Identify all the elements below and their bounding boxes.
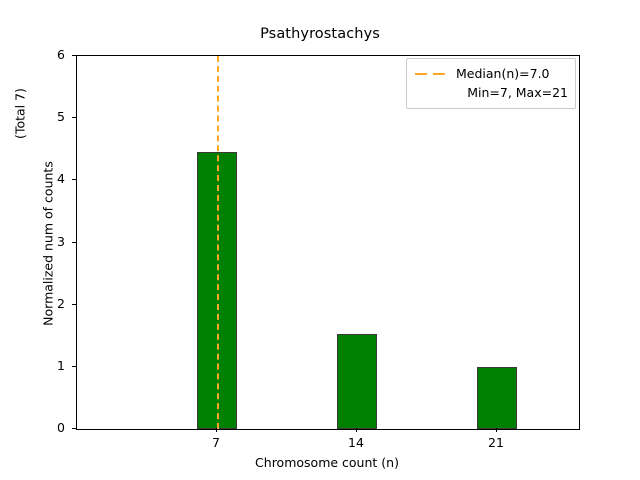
plot-area xyxy=(76,55,580,430)
y-tick-label: 0 xyxy=(57,420,65,435)
x-tick-mark xyxy=(356,428,357,432)
x-tick-label: 14 xyxy=(348,435,364,450)
y-tick-label: 5 xyxy=(57,109,65,125)
y-tick-label: 6 xyxy=(57,47,65,62)
x-tick-label: 21 xyxy=(488,435,504,450)
x-tick-mark xyxy=(216,428,217,432)
y-tick-label: 3 xyxy=(57,233,65,249)
plot-inner xyxy=(77,56,579,429)
legend-entry-minmax: Min=7, Max=21 xyxy=(414,83,568,102)
x-axis-label: Chromosome count (n) xyxy=(255,455,399,470)
y-tick-mark xyxy=(72,117,76,119)
legend-label-minmax: Min=7, Max=21 xyxy=(467,85,568,100)
y-tick-label: 2 xyxy=(57,295,65,311)
legend-label-median: Median(n)=7.0 xyxy=(456,66,550,81)
median-line xyxy=(217,56,219,429)
y-tick-mark xyxy=(72,55,76,56)
x-tick-label: 7 xyxy=(212,435,220,450)
bar-7 xyxy=(197,151,237,429)
y-tick-label: 4 xyxy=(57,171,65,187)
x-tick-mark xyxy=(496,428,497,432)
y-tick-mark xyxy=(72,241,76,243)
dashed-line-icon xyxy=(414,68,450,80)
bar-21 xyxy=(477,366,517,429)
legend-entry-median: Median(n)=7.0 xyxy=(414,64,568,83)
y-tick-label: 1 xyxy=(57,357,65,373)
y-tick-mark xyxy=(72,303,76,305)
y-tick-mark xyxy=(72,428,76,429)
bar-14 xyxy=(337,333,377,429)
legend: Median(n)=7.0 Min=7, Max=21 xyxy=(406,58,576,109)
chart-title: Psathyrostachys xyxy=(260,26,380,42)
y-tick-mark xyxy=(72,365,76,367)
y-tick-mark xyxy=(72,179,76,181)
